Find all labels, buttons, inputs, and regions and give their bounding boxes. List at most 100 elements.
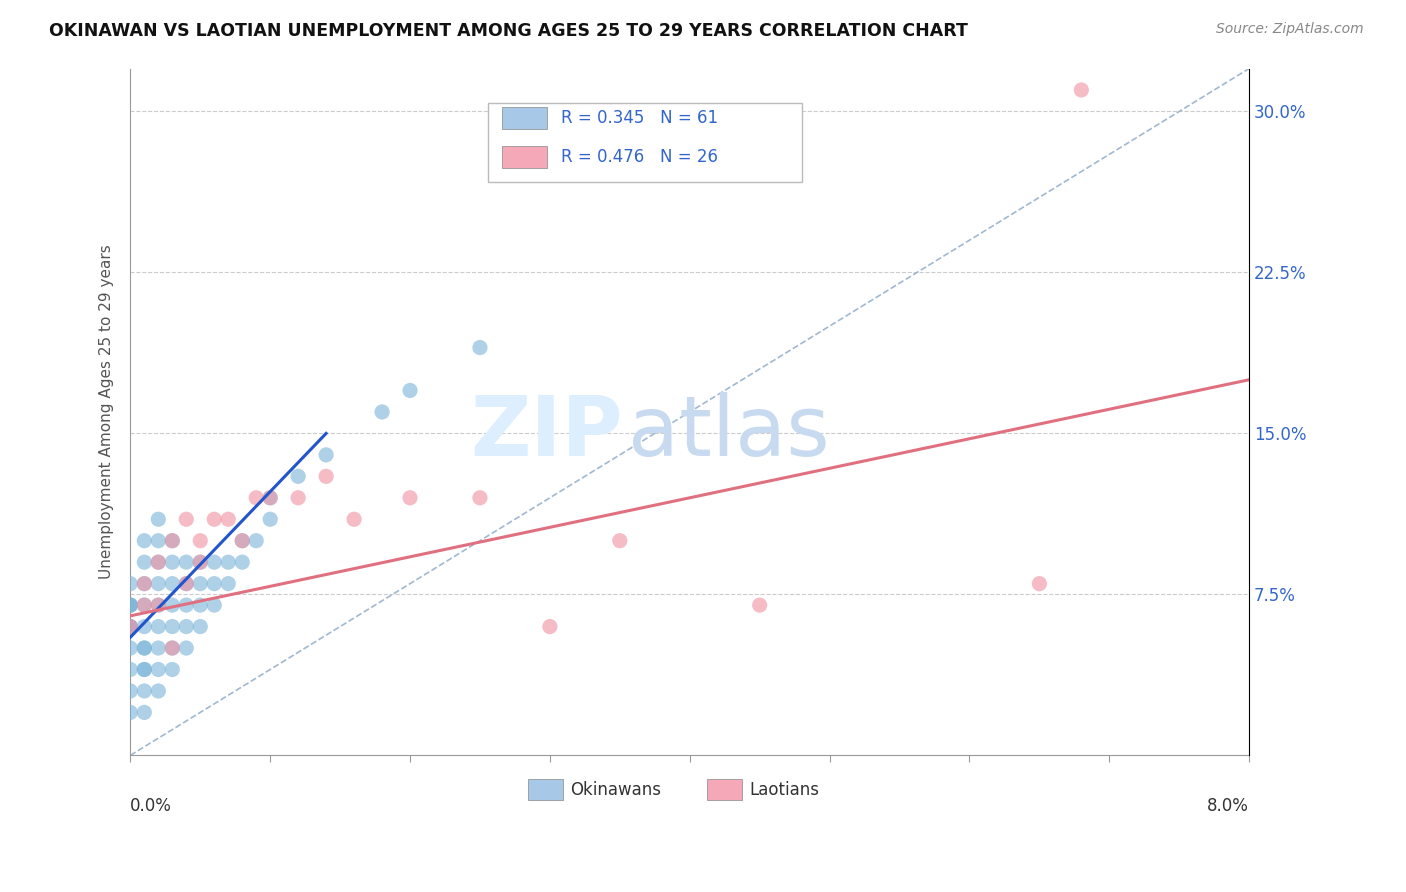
Point xyxy=(202,598,225,612)
Point xyxy=(1070,83,1092,97)
Point xyxy=(217,576,239,591)
Point xyxy=(162,619,184,633)
Point xyxy=(188,555,211,569)
Text: 8.0%: 8.0% xyxy=(1208,797,1249,814)
Point xyxy=(245,533,267,548)
Point xyxy=(217,555,239,569)
Point xyxy=(259,491,281,505)
Point xyxy=(162,640,184,655)
Point xyxy=(148,533,170,548)
Point xyxy=(120,619,142,633)
Point xyxy=(134,533,156,548)
Point xyxy=(174,598,197,612)
Point xyxy=(120,598,142,612)
Point xyxy=(120,640,142,655)
Point xyxy=(162,555,184,569)
Point xyxy=(174,555,197,569)
Point xyxy=(120,619,142,633)
Point xyxy=(174,640,197,655)
Point xyxy=(231,533,253,548)
Point xyxy=(148,663,170,677)
Point xyxy=(148,619,170,633)
Bar xyxy=(707,780,742,800)
Point xyxy=(134,576,156,591)
Point xyxy=(134,598,156,612)
Point xyxy=(148,555,170,569)
Text: ZIP: ZIP xyxy=(470,392,623,473)
Point xyxy=(174,576,197,591)
Text: R = 0.345   N = 61: R = 0.345 N = 61 xyxy=(561,109,718,127)
Point xyxy=(148,598,170,612)
Point xyxy=(315,469,337,483)
Point xyxy=(468,341,491,355)
Point xyxy=(202,555,225,569)
Bar xyxy=(527,780,564,800)
Point xyxy=(120,619,142,633)
Text: 0.0%: 0.0% xyxy=(131,797,172,814)
Point xyxy=(162,576,184,591)
Point xyxy=(231,555,253,569)
Point xyxy=(188,533,211,548)
Point xyxy=(188,598,211,612)
Point xyxy=(134,640,156,655)
Point xyxy=(217,512,239,526)
Point xyxy=(134,598,156,612)
Point xyxy=(134,706,156,720)
Point xyxy=(287,469,309,483)
Point xyxy=(245,491,267,505)
Point xyxy=(162,663,184,677)
Point xyxy=(148,512,170,526)
Point xyxy=(287,491,309,505)
Point xyxy=(468,491,491,505)
Point xyxy=(148,576,170,591)
Point xyxy=(120,598,142,612)
Text: Okinawans: Okinawans xyxy=(569,780,661,798)
Point xyxy=(148,640,170,655)
Point xyxy=(134,576,156,591)
Point xyxy=(1028,576,1050,591)
Point xyxy=(259,512,281,526)
Point xyxy=(188,555,211,569)
Point xyxy=(202,512,225,526)
Point xyxy=(315,448,337,462)
Point xyxy=(134,663,156,677)
Y-axis label: Unemployment Among Ages 25 to 29 years: Unemployment Among Ages 25 to 29 years xyxy=(100,244,114,579)
Point xyxy=(174,576,197,591)
Point xyxy=(343,512,366,526)
Point xyxy=(538,619,561,633)
Point xyxy=(162,598,184,612)
Point xyxy=(188,619,211,633)
Point xyxy=(748,598,770,612)
Point xyxy=(120,706,142,720)
Bar xyxy=(502,146,547,168)
Point xyxy=(120,663,142,677)
Point xyxy=(162,533,184,548)
Point xyxy=(399,491,422,505)
Point xyxy=(609,533,631,548)
Point xyxy=(188,576,211,591)
Point xyxy=(134,555,156,569)
Text: R = 0.476   N = 26: R = 0.476 N = 26 xyxy=(561,148,718,166)
Point xyxy=(134,663,156,677)
Point xyxy=(399,384,422,398)
Point xyxy=(120,576,142,591)
Text: atlas: atlas xyxy=(628,392,830,473)
FancyBboxPatch shape xyxy=(488,103,801,182)
Point xyxy=(174,512,197,526)
Point xyxy=(231,533,253,548)
Point xyxy=(259,491,281,505)
Text: Source: ZipAtlas.com: Source: ZipAtlas.com xyxy=(1216,22,1364,37)
Point xyxy=(148,684,170,698)
Text: OKINAWAN VS LAOTIAN UNEMPLOYMENT AMONG AGES 25 TO 29 YEARS CORRELATION CHART: OKINAWAN VS LAOTIAN UNEMPLOYMENT AMONG A… xyxy=(49,22,969,40)
Text: Laotians: Laotians xyxy=(749,780,820,798)
Point xyxy=(134,684,156,698)
Point xyxy=(120,598,142,612)
Point xyxy=(162,640,184,655)
Point xyxy=(134,640,156,655)
Point xyxy=(148,598,170,612)
Point xyxy=(174,619,197,633)
Bar xyxy=(502,107,547,129)
Point xyxy=(134,619,156,633)
Point xyxy=(371,405,394,419)
Point xyxy=(148,555,170,569)
